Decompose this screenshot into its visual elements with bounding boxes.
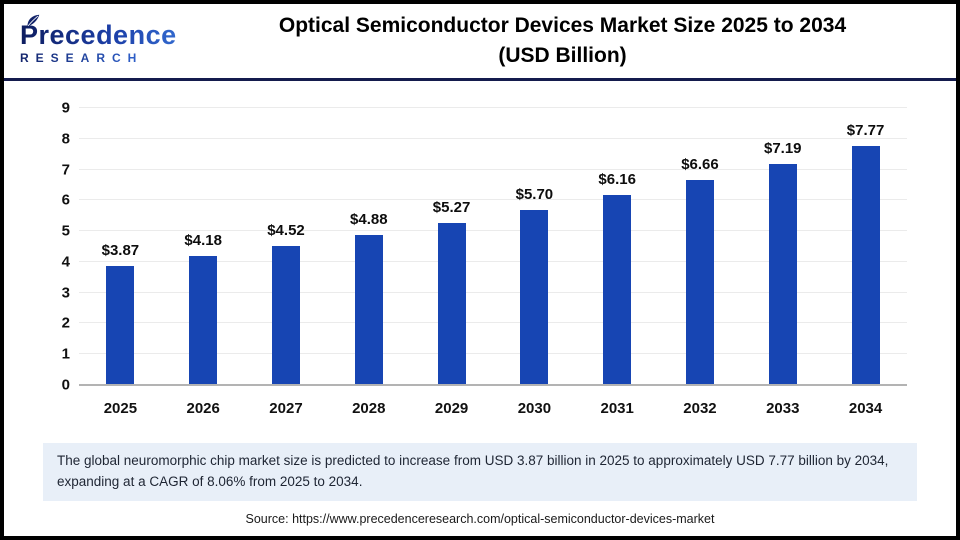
y-tick-label: 1 <box>61 345 70 363</box>
leaf-icon <box>27 14 40 27</box>
x-tick-label: 2030 <box>517 400 552 417</box>
gridline <box>79 322 907 324</box>
bar-value-label: $5.27 <box>432 198 471 216</box>
chart-title-line2: (USD Billion) <box>498 44 627 67</box>
bar <box>851 145 880 385</box>
precedence-logo: Precedence RESEARCH <box>20 14 205 64</box>
gridline <box>79 353 907 355</box>
chart-title-line1: Optical Semiconductor Devices Market Siz… <box>278 14 847 37</box>
gridline <box>79 107 907 108</box>
y-tick-label: 3 <box>61 284 70 302</box>
bar-column: $4.18 <box>162 108 245 385</box>
y-tick-label: 0 <box>61 376 70 394</box>
plot-area <box>79 107 907 385</box>
bar-column: $6.16 <box>576 108 659 385</box>
chart-title: Optical Semiconductor Devices Market Siz… <box>205 11 920 71</box>
x-tick-label: 2029 <box>434 400 469 417</box>
bar <box>271 245 300 385</box>
bar <box>354 234 383 385</box>
bar-column: $7.77 <box>824 108 907 385</box>
y-tick-label: 6 <box>61 191 70 209</box>
x-tick-label: 2031 <box>600 400 634 417</box>
y-tick-label: 9 <box>61 99 70 117</box>
bar-column: $4.88 <box>327 108 410 385</box>
bar-column: $4.52 <box>245 108 328 385</box>
header-divider <box>4 78 956 81</box>
bar <box>768 163 797 385</box>
y-tick-label: 8 <box>61 130 70 148</box>
precedence-logo-wordmark: Precedence <box>20 22 205 49</box>
gridline <box>79 168 907 170</box>
bar-value-label: $6.16 <box>598 171 636 189</box>
bar-column: $5.70 <box>493 108 576 385</box>
bar-column: $5.27 <box>410 108 493 385</box>
gridline <box>79 260 907 262</box>
header: Precedence RESEARCH Optical Semiconducto… <box>4 4 956 78</box>
bar <box>603 195 632 385</box>
bar <box>189 256 218 385</box>
x-tick-label: 2034 <box>848 400 883 417</box>
gridline <box>79 137 907 139</box>
x-tick-label: 2025 <box>103 400 138 417</box>
x-tick-label: 2028 <box>352 400 386 417</box>
precedence-logo-subtitle: RESEARCH <box>20 52 205 64</box>
bar-column: $7.19 <box>741 108 824 385</box>
bar-value-label: $4.88 <box>350 210 388 228</box>
x-tick-label: 2026 <box>186 400 220 417</box>
y-tick-label: 2 <box>61 314 70 332</box>
bar <box>520 209 549 385</box>
bar-series: $3.87 $4.18 $4.52 $4.88 $5.27 $5.70 $6.16 $6.66… <box>79 108 907 385</box>
gridline <box>79 291 907 293</box>
bar <box>106 265 135 385</box>
source-attribution: Source: https://www.precedenceresearch.c… <box>245 512 715 526</box>
bar-value-label: $4.52 <box>267 221 305 239</box>
bar-value-label: $7.19 <box>763 139 802 157</box>
x-axis-baseline <box>79 384 907 386</box>
x-tick-label: 2032 <box>683 400 717 417</box>
y-tick-label: 4 <box>61 253 70 271</box>
summary-note: The global neuromorphic chip market size… <box>43 443 917 501</box>
bar <box>437 222 466 385</box>
bar-column: $3.87 <box>79 108 162 385</box>
bar-value-label: $7.77 <box>846 121 885 139</box>
bar-value-label: $5.70 <box>515 185 554 203</box>
y-axis: 0 1 2 3 4 5 6 7 8 9 <box>32 101 70 393</box>
x-tick-label: 2033 <box>766 400 800 417</box>
x-tick-label: 2027 <box>269 400 303 417</box>
bar-value-label: $3.87 <box>101 241 140 259</box>
y-tick-label: 5 <box>61 222 70 240</box>
y-tick-label: 7 <box>61 161 70 179</box>
gridline <box>79 230 907 232</box>
bar-column: $6.66 <box>659 108 742 385</box>
gridline <box>79 199 907 201</box>
bar-value-label: $6.66 <box>681 156 719 174</box>
bar <box>685 180 714 385</box>
bar-value-label: $4.18 <box>184 232 222 250</box>
x-axis: 2025 2026 2027 2028 2029 2030 2031 2032 2033 2034 <box>79 400 907 417</box>
